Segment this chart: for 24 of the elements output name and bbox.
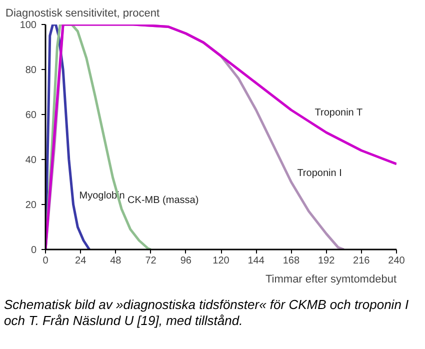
- x-tick-label: 48: [110, 256, 122, 266]
- x-axis-title: Timmar efter symtomdebut: [265, 274, 397, 286]
- y-tick-label: 40: [25, 155, 37, 166]
- series-label: Troponin I: [297, 168, 342, 179]
- y-tick-label: 100: [20, 20, 37, 31]
- x-tick-label: 144: [248, 256, 265, 266]
- x-tick-label: 192: [318, 256, 336, 266]
- x-tick-label: 216: [353, 256, 370, 266]
- y-tick-label: 80: [25, 65, 37, 76]
- x-tick-label: 24: [75, 256, 87, 266]
- y-tick-label: 60: [25, 110, 37, 121]
- x-tick-label: 240: [388, 256, 406, 266]
- text: Schematisk bild av »diagnostiska tidsfönster« för CKMB och troponin I och T. Från Näslund U [19], med tillstånd.: [4, 297, 410, 328]
- series-label: Myoglobin: [79, 190, 125, 202]
- y-tick-label: 20: [25, 200, 37, 211]
- y-tick-label: 0: [30, 245, 37, 256]
- series-label: Troponin T: [314, 107, 363, 118]
- x-tick-label: 0: [42, 256, 49, 266]
- series-label: CK-MB (massa): [128, 195, 199, 206]
- x-tick-label: 72: [145, 256, 157, 266]
- x-tick-label: 96: [180, 256, 192, 266]
- x-tick-label: 168: [282, 256, 300, 266]
- x-tick-label: 120: [212, 256, 230, 266]
- y-axis-title: Diagnostisk sensitivitet, procent: [6, 8, 160, 20]
